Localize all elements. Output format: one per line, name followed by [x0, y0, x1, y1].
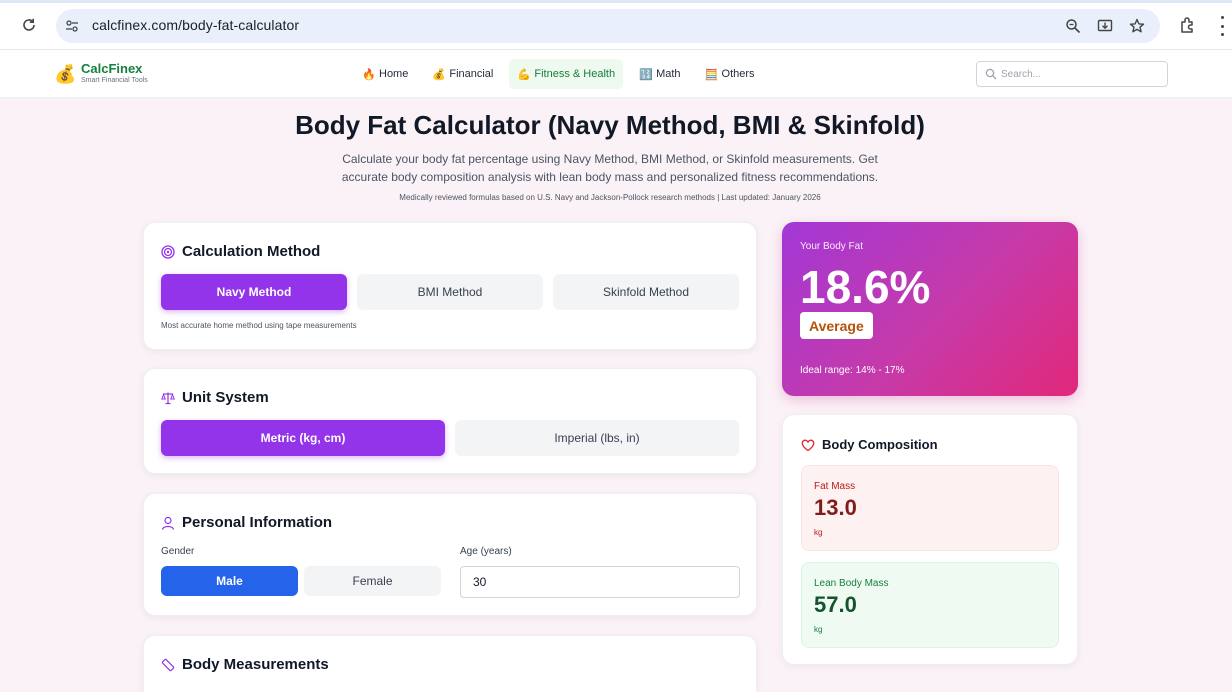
card-title-text: Personal Information: [182, 514, 333, 531]
card-title: Personal Information: [161, 514, 332, 531]
nav-item-financial[interactable]: 💰 Financial: [424, 59, 501, 89]
logo-tagline: Smart Financial Tools: [81, 77, 148, 84]
search-icon: [985, 68, 997, 80]
page-title: Body Fat Calculator (Navy Method, BMI & …: [295, 110, 925, 140]
card-title: Unit System: [161, 389, 269, 406]
card-title-text: Unit System: [182, 389, 269, 406]
address-bar[interactable]: calcfinex.com/body-fat-calculator: [56, 9, 1160, 43]
lean-mass-value: 57.0: [814, 592, 857, 617]
target-icon: [161, 244, 175, 259]
nav-item-home[interactable]: 🔥 Home: [354, 59, 416, 89]
nav-item-label: Others: [721, 68, 755, 80]
card-title-text: Body Measurements: [182, 656, 329, 673]
main-nav: 🔥 Home 💰 Financial 💪 Fitness & Health 🔢 …: [354, 59, 771, 89]
nav-item-label: Fitness & Health: [534, 68, 616, 80]
body-fat-value: 18.6%: [800, 261, 931, 313]
body-fat-result-card: Your Body Fat 18.6% Average Ideal range:…: [782, 222, 1078, 396]
bmi-method-button[interactable]: BMI Method: [357, 274, 543, 310]
nav-item-fitness-health[interactable]: 💪 Fitness & Health: [509, 59, 624, 89]
unit-system-card: Unit System Metric (kg, cm) Imperial (lb…: [143, 368, 757, 474]
user-icon: [161, 516, 175, 530]
review-note: Medically reviewed formulas based on U.S…: [399, 193, 821, 202]
extensions-icon[interactable]: [1178, 15, 1198, 35]
imperial-button[interactable]: Imperial (lbs, in): [455, 420, 739, 456]
money-bag-icon: 💰: [54, 63, 77, 84]
lean-mass-label: Lean Body Mass: [814, 578, 889, 589]
category-badge: Average: [800, 312, 873, 339]
fat-mass-value: 13.0: [814, 495, 857, 520]
female-button[interactable]: Female: [304, 566, 441, 596]
body-measurements-card: Body Measurements: [143, 635, 757, 692]
bookmark-star-icon[interactable]: [1128, 17, 1146, 35]
body-composition-card: Body Composition Fat Mass 13.0 kg Lean B…: [782, 414, 1078, 665]
card-title: Body Composition: [801, 437, 938, 452]
scale-icon: [161, 391, 175, 405]
flexed-biceps-icon: 💪: [517, 68, 532, 81]
age-label: Age (years): [460, 546, 512, 557]
nav-item-label: Math: [656, 68, 681, 80]
nav-item-label: Home: [379, 68, 409, 80]
gender-label: Gender: [161, 546, 195, 557]
site-settings-icon[interactable]: [64, 18, 80, 34]
logo-name: CalcFinex: [81, 61, 143, 76]
method-hint: Most accurate home method using tape mea…: [161, 321, 357, 330]
reload-icon[interactable]: [18, 14, 40, 36]
lean-mass-box: Lean Body Mass 57.0 kg: [801, 562, 1059, 648]
page-subtitle: Calculate your body fat percentage using…: [341, 152, 879, 184]
card-title: Body Measurements: [161, 656, 329, 673]
calculation-method-card: Calculation Method Navy Method BMI Metho…: [143, 222, 757, 350]
numbers-icon: 🔢: [639, 68, 653, 81]
skinfold-method-button[interactable]: Skinfold Method: [553, 274, 739, 310]
abacus-icon: 🧮: [704, 68, 719, 81]
fire-icon: 🔥: [362, 68, 376, 81]
site-logo[interactable]: 💰 CalcFinex Smart Financial Tools: [54, 61, 148, 86]
card-title-text: Body Composition: [822, 437, 938, 452]
search-box[interactable]: [976, 61, 1168, 87]
url-text[interactable]: calcfinex.com/body-fat-calculator: [92, 17, 300, 33]
result-label: Your Body Fat: [800, 241, 864, 252]
ruler-icon: [161, 658, 175, 672]
navy-method-button[interactable]: Navy Method: [161, 274, 347, 310]
menu-icon[interactable]: [1218, 16, 1226, 36]
tab-strip-edge: [0, 0, 1232, 3]
site-header: 💰 CalcFinex Smart Financial Tools 🔥 Home…: [0, 50, 1232, 98]
age-input[interactable]: [460, 566, 740, 598]
lean-mass-unit: kg: [814, 625, 823, 634]
metric-button[interactable]: Metric (kg, cm): [161, 420, 445, 456]
heart-icon: [801, 438, 815, 452]
nav-item-math[interactable]: 🔢 Math: [631, 59, 688, 89]
card-title-text: Calculation Method: [182, 243, 321, 260]
personal-information-card: Personal Information Gender Male Female …: [143, 493, 757, 616]
money-bag-icon: 💰: [432, 68, 447, 81]
search-input[interactable]: [1001, 66, 1161, 82]
fat-mass-unit: kg: [814, 528, 823, 537]
zoom-icon[interactable]: [1064, 17, 1082, 35]
install-app-icon[interactable]: [1096, 17, 1114, 35]
ideal-range: Ideal range: 14% - 17%: [800, 365, 905, 376]
browser-toolbar: calcfinex.com/body-fat-calculator: [0, 0, 1232, 50]
fat-mass-label: Fat Mass: [814, 481, 856, 492]
nav-item-others[interactable]: 🧮 Others: [697, 59, 763, 89]
card-title: Calculation Method: [161, 243, 320, 260]
fat-mass-box: Fat Mass 13.0 kg: [801, 465, 1059, 551]
male-button[interactable]: Male: [161, 566, 298, 596]
nav-item-label: Financial: [449, 68, 494, 80]
